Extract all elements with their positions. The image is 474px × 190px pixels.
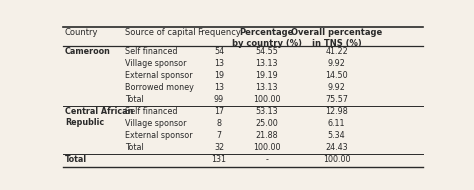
Text: 24.43: 24.43 — [325, 143, 348, 152]
Text: 9.92: 9.92 — [328, 83, 346, 92]
Text: 54: 54 — [214, 47, 224, 56]
Text: 54.55: 54.55 — [255, 47, 278, 56]
Text: Village sponsor: Village sponsor — [125, 119, 187, 128]
Text: Self financed: Self financed — [125, 107, 178, 116]
Text: 13.13: 13.13 — [255, 59, 278, 68]
Text: Country: Country — [65, 28, 98, 37]
Text: 100.00: 100.00 — [323, 155, 350, 164]
Text: 9.92: 9.92 — [328, 59, 346, 68]
Text: Total: Total — [65, 155, 87, 164]
Text: Source of capital: Source of capital — [125, 28, 196, 37]
Text: 99: 99 — [214, 95, 224, 104]
Text: External sponsor: External sponsor — [125, 131, 193, 140]
Text: 21.88: 21.88 — [255, 131, 278, 140]
Text: 13: 13 — [214, 59, 224, 68]
Text: 100.00: 100.00 — [253, 95, 281, 104]
Text: 53.13: 53.13 — [255, 107, 278, 116]
Text: 17: 17 — [214, 107, 224, 116]
Text: Total: Total — [125, 143, 144, 152]
Text: 14.50: 14.50 — [325, 71, 348, 80]
Text: 25.00: 25.00 — [255, 119, 278, 128]
Text: 7: 7 — [217, 131, 222, 140]
Text: 8: 8 — [217, 119, 221, 128]
Text: 75.57: 75.57 — [325, 95, 348, 104]
Text: 32: 32 — [214, 143, 224, 152]
Text: 19: 19 — [214, 71, 224, 80]
Text: Central African
Republic: Central African Republic — [65, 107, 133, 127]
Text: 13: 13 — [214, 83, 224, 92]
Text: 12.98: 12.98 — [325, 107, 348, 116]
Text: Cameroon: Cameroon — [65, 47, 110, 56]
Text: Village sponsor: Village sponsor — [125, 59, 187, 68]
Text: Overall percentage
in TNS (%): Overall percentage in TNS (%) — [291, 28, 382, 48]
Text: 6.11: 6.11 — [328, 119, 346, 128]
Text: Frequency: Frequency — [197, 28, 241, 37]
Text: 100.00: 100.00 — [253, 143, 281, 152]
Text: Total: Total — [125, 95, 144, 104]
Text: -: - — [265, 155, 268, 164]
Text: 131: 131 — [211, 155, 227, 164]
Text: 41.22: 41.22 — [325, 47, 348, 56]
Text: 19.19: 19.19 — [255, 71, 278, 80]
Text: 5.34: 5.34 — [328, 131, 346, 140]
Text: Percentage
by country (%): Percentage by country (%) — [232, 28, 302, 48]
Text: External sponsor: External sponsor — [125, 71, 193, 80]
Text: Borrowed money: Borrowed money — [125, 83, 194, 92]
Text: 13.13: 13.13 — [255, 83, 278, 92]
Text: Self financed: Self financed — [125, 47, 178, 56]
